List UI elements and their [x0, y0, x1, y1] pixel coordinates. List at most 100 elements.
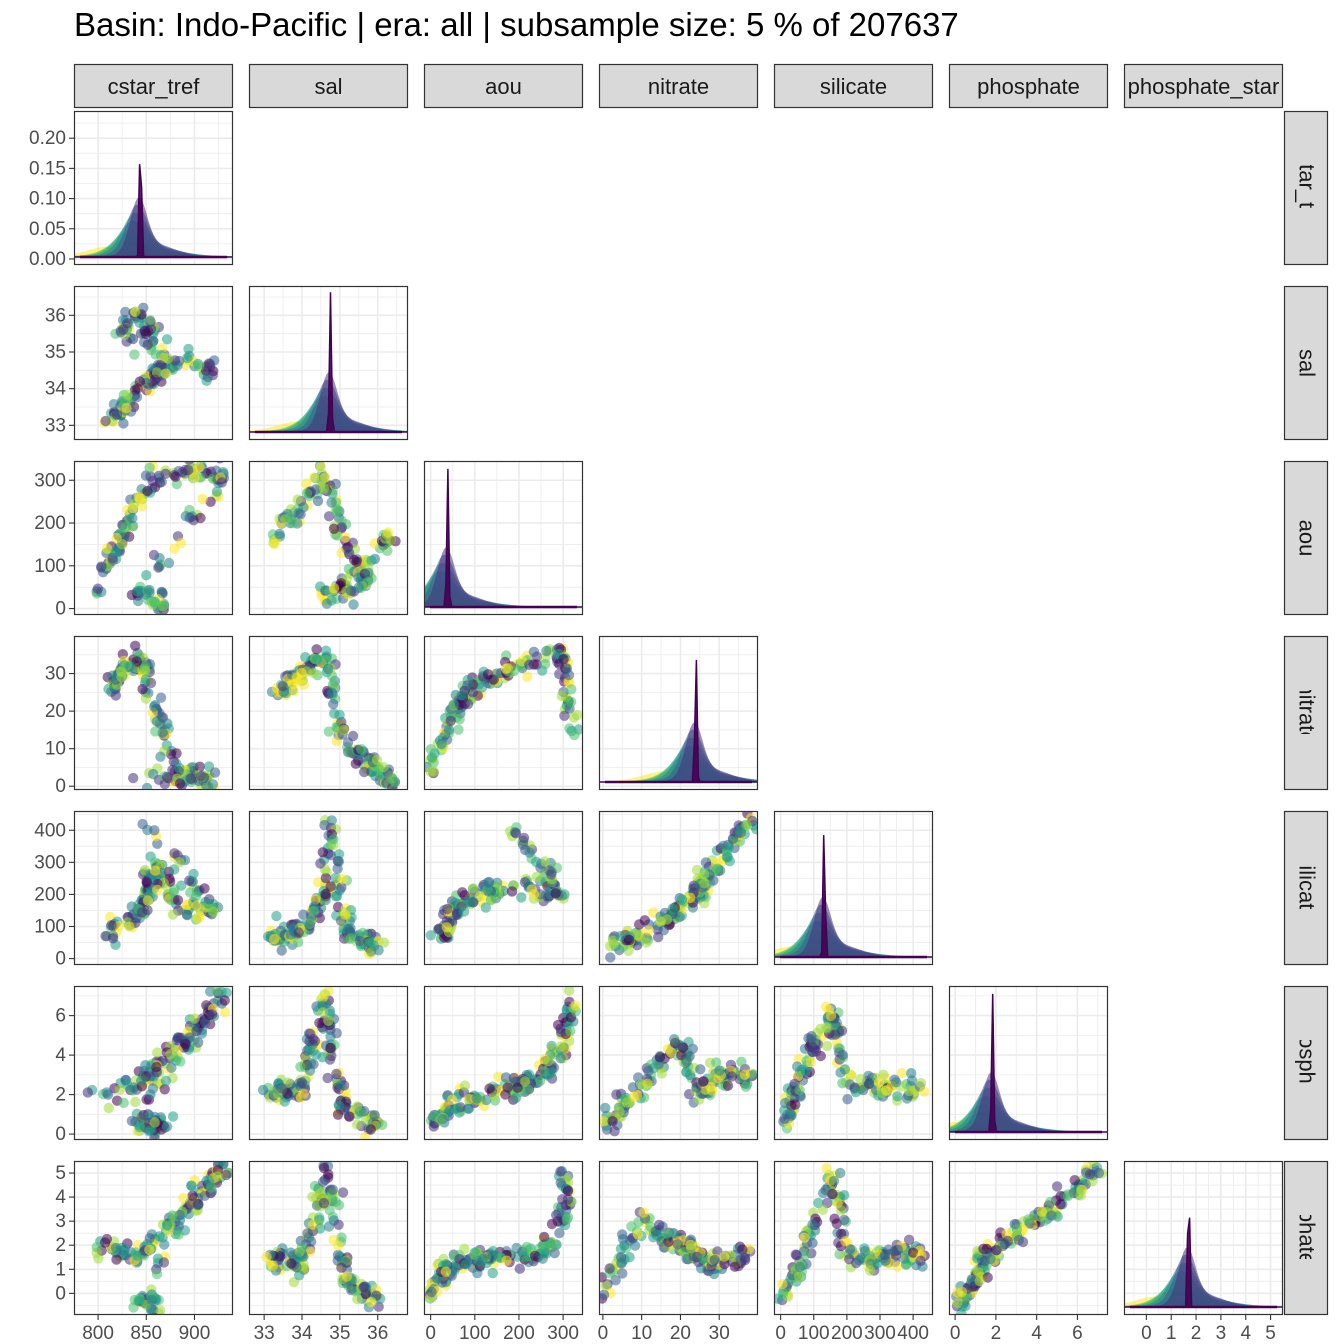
scatter-point: [834, 1249, 845, 1260]
scatter-point: [1055, 1191, 1066, 1202]
scatter-point: [519, 1251, 530, 1262]
scatter-point: [453, 724, 464, 735]
scatter-point: [873, 1077, 885, 1088]
panel-border: [73, 285, 234, 441]
scatter-point: [528, 646, 540, 657]
y-tick-label: 0: [55, 599, 66, 620]
scatter-point: [454, 714, 465, 725]
scatter-point: [864, 1250, 876, 1262]
x-tick-label: 200: [503, 1323, 535, 1344]
scatter-point: [293, 927, 304, 938]
panel-border: [73, 635, 234, 791]
scatter-point: [100, 415, 111, 427]
scatter-point: [554, 1227, 565, 1239]
scatter-point: [296, 667, 307, 679]
scatter-panel-sal-phosphate_star: [248, 1160, 409, 1316]
scatter-point: [639, 915, 650, 926]
scatter-point: [607, 1116, 618, 1127]
scatter-point: [459, 1243, 470, 1255]
scatter-point: [151, 1268, 163, 1280]
scatter-point: [188, 868, 199, 880]
scatter-point: [304, 1036, 315, 1047]
scatter-point: [737, 1244, 748, 1255]
scatter-point: [537, 1253, 548, 1264]
scatter-point: [443, 724, 455, 735]
scatter-point: [274, 528, 285, 540]
scatter-point: [698, 868, 710, 880]
scatter-point: [1036, 1206, 1048, 1217]
scatter-point: [872, 1258, 883, 1269]
scatter-point: [151, 1061, 162, 1073]
scatter-point: [304, 1065, 316, 1076]
scatter-point: [183, 343, 194, 355]
scatter-point: [131, 391, 143, 403]
row-strip-label: nitrate: [1295, 682, 1320, 743]
scatter-point: [199, 883, 210, 894]
scatter-point: [310, 1049, 322, 1060]
scatter-point: [621, 1097, 633, 1108]
density-curve: [949, 1072, 1108, 1132]
scatter-point: [855, 1074, 866, 1085]
scatter-point: [565, 696, 577, 708]
panel-border: [948, 985, 1109, 1141]
scatter-point: [204, 1175, 215, 1186]
scatter-point: [425, 930, 436, 941]
scatter-point: [447, 1094, 458, 1105]
scatter-point: [144, 1244, 155, 1256]
scatter-point: [96, 561, 107, 572]
x-tick-label: 10: [631, 1323, 652, 1344]
y-tick-label: 33: [45, 415, 66, 436]
scatter-point: [569, 729, 580, 741]
scatter-point: [817, 1204, 829, 1216]
scatter-point: [484, 1083, 495, 1094]
scatter-point: [524, 659, 535, 670]
scatter-point: [332, 1109, 344, 1120]
scatter-point: [614, 1106, 625, 1118]
y-tick-label: 4: [55, 1187, 66, 1208]
panel-border: [248, 1160, 409, 1316]
scatter-point: [118, 1097, 129, 1109]
scatter-point: [219, 1007, 231, 1018]
scatter-point: [691, 1082, 702, 1093]
scatter-point: [322, 1072, 333, 1084]
scatter-point: [131, 586, 143, 597]
scatter-point: [654, 1052, 666, 1063]
panel-border: [423, 1160, 584, 1316]
scatter-point: [82, 1087, 94, 1098]
scatter-point: [681, 1056, 692, 1067]
scatter-point: [919, 1086, 930, 1097]
scatter-point: [600, 1280, 611, 1292]
scatter-point: [685, 1243, 697, 1254]
scatter-point: [800, 1249, 811, 1260]
scatter-point: [480, 902, 491, 913]
scatter-point: [790, 1099, 801, 1110]
row-strip-label: phosphate: [1295, 1012, 1320, 1115]
scatter-point: [304, 918, 315, 930]
scatter-point: [463, 1093, 475, 1105]
scatter-point: [774, 1293, 784, 1304]
scatter-point: [315, 581, 326, 592]
panel-border: [598, 1160, 759, 1316]
scatter-point: [837, 1078, 848, 1089]
scatter-point: [355, 1107, 366, 1118]
scatter-point: [791, 1250, 802, 1261]
scatter-point: [549, 1247, 560, 1259]
y-tick-label: 0: [55, 1283, 66, 1304]
panel-border: [73, 810, 234, 966]
scatter-point: [568, 712, 580, 723]
scatter-point: [729, 1261, 741, 1272]
scatter-point: [531, 856, 542, 868]
panel-border: [73, 110, 234, 266]
x-tick-label: 35: [329, 1323, 350, 1344]
scatter-point: [161, 1121, 173, 1132]
scatter-point: [174, 762, 185, 774]
scatter-point: [543, 1055, 554, 1067]
x-tick-label: 30: [709, 1323, 730, 1344]
y-tick-label: 10: [45, 739, 66, 760]
scatter-point: [777, 1278, 788, 1290]
scatter-point: [187, 1190, 198, 1201]
scatter-point: [315, 1223, 326, 1234]
panel-border: [73, 1160, 234, 1316]
scatter-point: [328, 523, 340, 534]
scatter-point: [734, 825, 745, 836]
